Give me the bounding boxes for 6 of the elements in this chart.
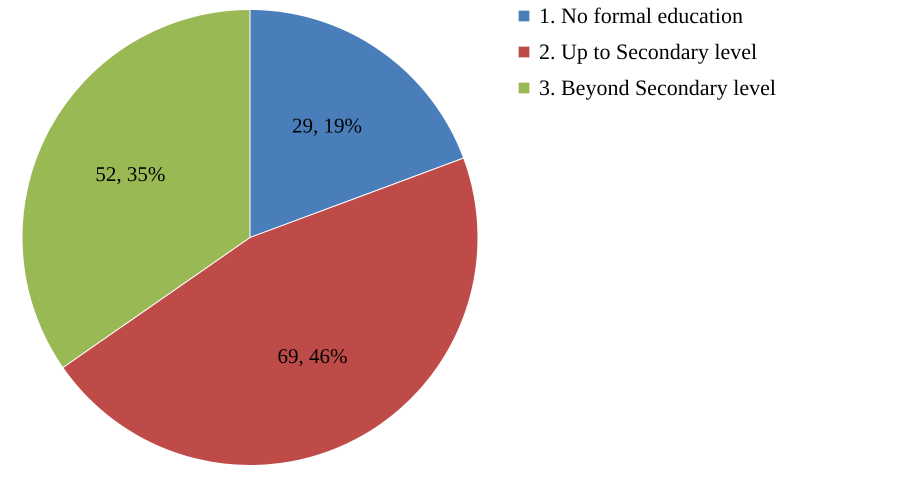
legend-label: 1. No formal education (539, 3, 744, 28)
legend-label: 2. Up to Secondary level (539, 39, 758, 64)
legend-label: 3. Beyond Secondary level (539, 75, 776, 100)
data-label: 52, 35% (95, 162, 166, 186)
data-label: 69, 46% (278, 344, 348, 368)
data-label: 29, 19% (292, 114, 362, 138)
